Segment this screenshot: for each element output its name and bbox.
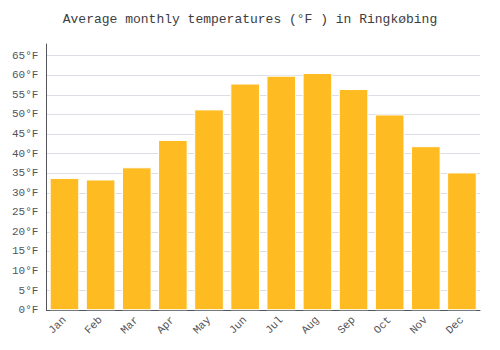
svg-text:40°F: 40°F — [12, 148, 38, 160]
svg-text:60°F: 60°F — [12, 69, 38, 81]
svg-text:65°F: 65°F — [12, 50, 38, 62]
svg-text:20°F: 20°F — [12, 226, 38, 238]
svg-text:55°F: 55°F — [12, 89, 38, 101]
svg-text:45°F: 45°F — [12, 128, 38, 140]
svg-text:0°F: 0°F — [19, 304, 39, 316]
svg-text:Dec: Dec — [444, 314, 466, 336]
svg-text:May: May — [191, 314, 214, 337]
svg-text:Nov: Nov — [408, 314, 431, 337]
svg-text:15°F: 15°F — [12, 245, 38, 257]
svg-text:Apr: Apr — [155, 314, 177, 336]
svg-text:Jun: Jun — [227, 314, 249, 336]
svg-text:Average monthly temperatures (: Average monthly temperatures (°F ) in Ri… — [63, 12, 437, 27]
svg-text:Aug: Aug — [299, 314, 321, 336]
svg-text:Jan: Jan — [46, 314, 68, 336]
svg-text:5°F: 5°F — [19, 285, 39, 297]
svg-text:Mar: Mar — [119, 314, 141, 336]
svg-text:35°F: 35°F — [12, 167, 38, 179]
svg-text:10°F: 10°F — [12, 265, 38, 277]
svg-text:Sep: Sep — [335, 314, 357, 336]
svg-text:Feb: Feb — [82, 314, 104, 336]
svg-text:Jul: Jul — [263, 314, 285, 336]
svg-text:30°F: 30°F — [12, 187, 38, 199]
svg-text:Oct: Oct — [371, 314, 393, 336]
svg-text:50°F: 50°F — [12, 108, 38, 120]
svg-text:25°F: 25°F — [12, 206, 38, 218]
